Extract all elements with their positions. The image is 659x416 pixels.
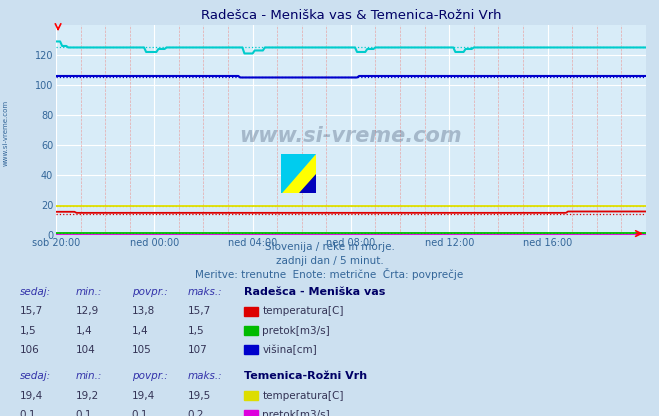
Polygon shape <box>299 174 316 193</box>
Text: povpr.:: povpr.: <box>132 287 167 297</box>
Text: Slovenija / reke in morje.: Slovenija / reke in morje. <box>264 242 395 252</box>
Polygon shape <box>281 154 316 193</box>
Text: temperatura[C]: temperatura[C] <box>262 307 344 317</box>
Text: 15,7: 15,7 <box>20 307 43 317</box>
Text: sedaj:: sedaj: <box>20 287 51 297</box>
Text: 19,4: 19,4 <box>20 391 43 401</box>
Text: 19,5: 19,5 <box>188 391 211 401</box>
Text: maks.:: maks.: <box>188 287 223 297</box>
Text: Radešca - Meniška vas: Radešca - Meniška vas <box>244 287 386 297</box>
Text: 106: 106 <box>20 345 40 355</box>
Text: 19,2: 19,2 <box>76 391 99 401</box>
Text: 107: 107 <box>188 345 208 355</box>
Text: 1,4: 1,4 <box>76 326 92 336</box>
Text: Temenica-Rožni Vrh: Temenica-Rožni Vrh <box>244 371 367 381</box>
Text: 104: 104 <box>76 345 96 355</box>
Text: temperatura[C]: temperatura[C] <box>262 391 344 401</box>
Text: 19,4: 19,4 <box>132 391 155 401</box>
Title: Radešca - Meniška vas & Temenica-Rožni Vrh: Radešca - Meniška vas & Temenica-Rožni V… <box>201 10 501 22</box>
Text: 0,1: 0,1 <box>76 410 92 416</box>
Text: pretok[m3/s]: pretok[m3/s] <box>262 410 330 416</box>
Text: povpr.:: povpr.: <box>132 371 167 381</box>
Text: min.:: min.: <box>76 287 102 297</box>
Polygon shape <box>281 154 316 193</box>
Text: 12,9: 12,9 <box>76 307 99 317</box>
Text: pretok[m3/s]: pretok[m3/s] <box>262 326 330 336</box>
Text: 1,5: 1,5 <box>188 326 204 336</box>
Text: 0,1: 0,1 <box>132 410 148 416</box>
Text: 105: 105 <box>132 345 152 355</box>
Text: min.:: min.: <box>76 371 102 381</box>
Text: 0,2: 0,2 <box>188 410 204 416</box>
Text: sedaj:: sedaj: <box>20 371 51 381</box>
Text: zadnji dan / 5 minut.: zadnji dan / 5 minut. <box>275 256 384 266</box>
Text: maks.:: maks.: <box>188 371 223 381</box>
Text: Meritve: trenutne  Enote: metrične  Črta: povprečje: Meritve: trenutne Enote: metrične Črta: … <box>195 268 464 280</box>
Text: www.si-vreme.com: www.si-vreme.com <box>240 126 462 146</box>
Text: www.si-vreme.com: www.si-vreme.com <box>2 100 9 166</box>
Text: 0,1: 0,1 <box>20 410 36 416</box>
Text: 13,8: 13,8 <box>132 307 155 317</box>
Text: 1,4: 1,4 <box>132 326 148 336</box>
Text: višina[cm]: višina[cm] <box>262 344 317 355</box>
Text: 15,7: 15,7 <box>188 307 211 317</box>
Text: 1,5: 1,5 <box>20 326 36 336</box>
